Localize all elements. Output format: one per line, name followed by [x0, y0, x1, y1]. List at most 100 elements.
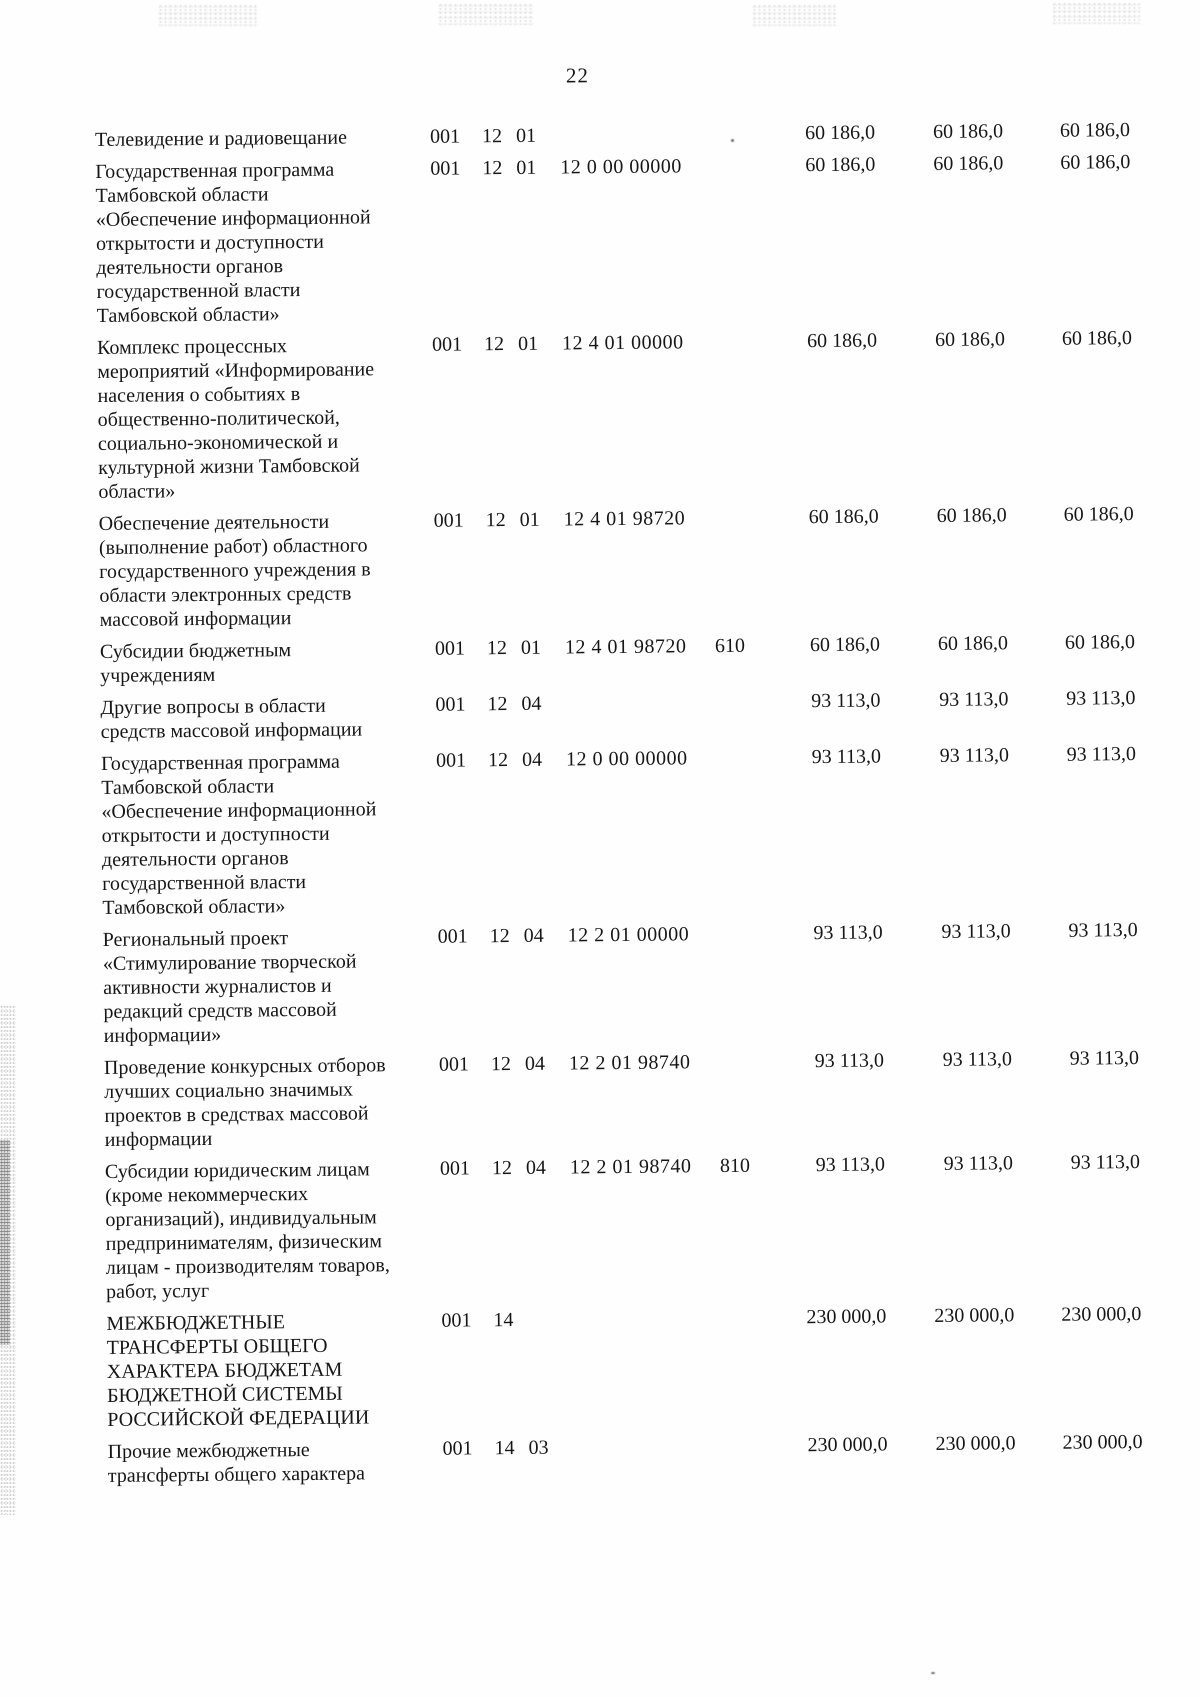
table-row: Государственная программа Тамбовской обл… — [101, 742, 1138, 920]
code-target-article: 12 2 01 00000 — [567, 923, 690, 947]
code-subsection: 01 — [517, 332, 539, 355]
amount-col-2: 93 113,0 — [941, 920, 1011, 943]
row-name: Обеспечение деятельности (выполнение раб… — [98, 510, 371, 631]
code-grbs: 001 — [429, 125, 461, 148]
code-section: 12 — [481, 125, 503, 148]
table-row: Телевидение и радиовещание 001 12 01 60 … — [95, 118, 1130, 152]
code-target-article — [571, 1306, 721, 1331]
amount-col-3: 93 113,0 — [1068, 919, 1138, 942]
code-grbs: 001 — [437, 925, 468, 948]
code-target-article: 12 0 00 00000 — [560, 155, 682, 179]
code-expense-type — [716, 746, 762, 770]
table-row: МЕЖБЮДЖЕТНЫЕ ТРАНСФЕРТЫ ОБЩЕГО ХАРАКТЕРА… — [106, 1302, 1142, 1432]
amount-col-1: 93 113,0 — [815, 1153, 886, 1177]
amount-col-1: 230 000,0 — [807, 1433, 888, 1457]
code-section: 12 — [482, 157, 503, 180]
row-name: Субсидии юридическим лицам (кроме некомм… — [104, 1158, 390, 1303]
amount-col-2: 60 186,0 — [933, 152, 1004, 175]
amount-col-2: 60 186,0 — [932, 120, 1004, 143]
amount-col-2: 60 186,0 — [937, 632, 1009, 655]
scan-artifact-speckle — [752, 4, 837, 26]
amount-col-2: 60 186,0 — [934, 328, 1006, 351]
table-row: Региональный проект «Стимулирование твор… — [103, 918, 1139, 1048]
code-section: 12 — [483, 333, 505, 356]
amount-col-3: 230 000,0 — [1061, 1303, 1142, 1326]
amount-col-1: 60 186,0 — [809, 633, 881, 657]
code-target-article — [560, 122, 710, 147]
code-subsection: 01 — [519, 508, 540, 531]
amount-col-3: 93 113,0 — [1069, 1047, 1140, 1070]
row-name: Телевидение и радиовещание — [94, 126, 348, 151]
code-expense-type — [721, 1306, 767, 1330]
amount-col-1: 93 113,0 — [811, 745, 882, 769]
row-name: Проведение конкурсных отборов лучших соц… — [103, 1054, 386, 1151]
code-section: 12 — [489, 925, 510, 948]
table-row: Субсидии бюджетным учреждениям 001 12 01… — [100, 630, 1135, 688]
code-grbs: 001 — [434, 637, 466, 660]
code-target-article: 12 4 01 00000 — [561, 331, 684, 355]
scan-artifact-dot — [731, 139, 734, 142]
amount-col-3: 60 186,0 — [1063, 503, 1134, 526]
amount-col-2: 93 113,0 — [942, 1048, 1013, 1071]
code-subsection: 04 — [524, 1052, 546, 1075]
amount-col-3: 60 186,0 — [1061, 327, 1133, 350]
code-expense-type — [715, 690, 761, 714]
code-grbs: 001 — [435, 749, 467, 772]
code-grbs: 001 — [438, 1053, 470, 1076]
code-subsection: 01 — [516, 156, 537, 179]
scan-artifact-speckle — [438, 3, 533, 25]
code-target-article: 12 4 01 98720 — [563, 507, 686, 531]
amount-col-3: 93 113,0 — [1066, 687, 1136, 710]
scan-artifact-speckle — [1052, 2, 1140, 24]
code-subsection: 01 — [520, 636, 542, 659]
code-section: 12 — [491, 1157, 513, 1180]
code-expense-type — [714, 506, 760, 530]
scan-artifact-dot — [931, 1672, 935, 1674]
code-grbs: 001 — [441, 1309, 472, 1332]
amount-col-2: 230 000,0 — [935, 1432, 1016, 1455]
scan-artifact-edge-noise — [0, 1140, 10, 1345]
amount-col-1: 60 186,0 — [808, 505, 879, 529]
code-expense-type — [710, 122, 756, 146]
amount-col-3: 93 113,0 — [1070, 1151, 1141, 1174]
amount-col-2: 93 113,0 — [939, 744, 1010, 767]
amount-col-1: 93 113,0 — [811, 689, 881, 713]
amount-col-2: 60 186,0 — [936, 504, 1007, 527]
code-section: 14 — [494, 1437, 515, 1460]
code-subsection — [527, 1307, 571, 1331]
budget-allocations-table: Телевидение и радиовещание 001 12 01 60 … — [95, 118, 1143, 1496]
code-section: 12 — [486, 637, 508, 660]
code-grbs: 001 — [431, 333, 463, 356]
code-target-article: 12 2 01 98740 — [569, 1155, 692, 1179]
row-name: Государственная программа Тамбовской обл… — [100, 750, 377, 919]
code-section: 14 — [493, 1309, 514, 1332]
row-name: МЕЖБЮДЖЕТНЫЕ ТРАНСФЕРТЫ ОБЩЕГО ХАРАКТЕРА… — [106, 1311, 370, 1431]
code-section: 12 — [487, 749, 509, 772]
code-subsection: 04 — [521, 692, 542, 715]
row-name: Региональный проект «Стимулирование твор… — [102, 927, 357, 1047]
code-subsection: 04 — [523, 924, 544, 947]
amount-col-2: 230 000,0 — [934, 1304, 1015, 1327]
row-name: Государственная программа Тамбовской обл… — [95, 158, 371, 327]
amount-col-1: 60 186,0 — [806, 329, 878, 353]
amount-col-1: 93 113,0 — [813, 921, 883, 945]
amount-col-1: 93 113,0 — [814, 1049, 885, 1073]
row-name: Прочие межбюджетные трансферты общего ха… — [107, 1438, 365, 1487]
code-expense-type: 610 — [714, 634, 746, 658]
code-expense-type — [719, 1050, 765, 1074]
code-subsection: 03 — [528, 1436, 549, 1459]
amount-col-3: 60 186,0 — [1064, 631, 1136, 654]
code-subsection: 04 — [525, 1156, 547, 1179]
table-row: Комплекс процессных мероприятий «Информи… — [97, 326, 1134, 504]
amount-col-3: 93 113,0 — [1066, 743, 1137, 766]
table-row: Проведение конкурсных отборов лучших соц… — [104, 1046, 1140, 1152]
code-expense-type — [718, 922, 764, 946]
code-expense-type — [710, 154, 756, 178]
table-row: Субсидии юридическим лицам (кроме некомм… — [105, 1150, 1141, 1304]
code-grbs: 001 — [439, 1157, 471, 1180]
code-grbs: 001 — [433, 509, 464, 532]
amount-col-1: 230 000,0 — [806, 1305, 887, 1329]
code-target-article: 12 2 01 98740 — [568, 1051, 691, 1075]
